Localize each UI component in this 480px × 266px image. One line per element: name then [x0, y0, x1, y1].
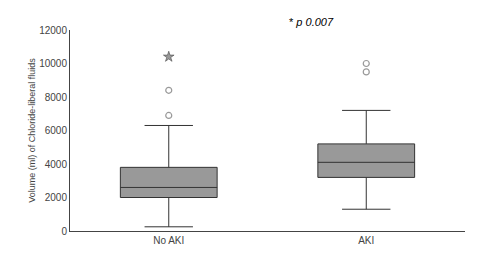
svg-text:No AKI: No AKI [153, 235, 184, 246]
svg-text:12000: 12000 [39, 25, 67, 36]
svg-text:AKI: AKI [358, 235, 374, 246]
svg-text:0: 0 [61, 226, 67, 237]
svg-text:2000: 2000 [45, 192, 68, 203]
svg-text:* p 0.007: * p 0.007 [289, 16, 334, 28]
svg-text:Volume (ml) of Chloride-libera: Volume (ml) of Chloride-liberal fluids [27, 58, 37, 203]
svg-text:10000: 10000 [39, 58, 67, 69]
svg-text:4000: 4000 [45, 159, 68, 170]
svg-text:6000: 6000 [45, 125, 68, 136]
svg-text:8000: 8000 [45, 92, 68, 103]
